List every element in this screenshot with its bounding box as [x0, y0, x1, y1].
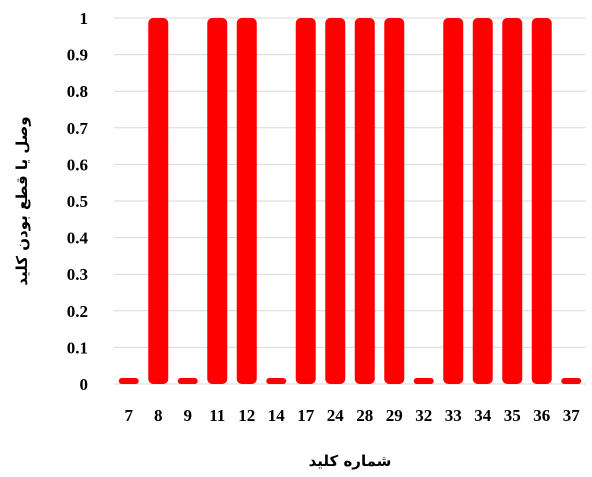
x-tick-label: 33 — [445, 406, 462, 425]
bar-32 — [413, 378, 434, 384]
bar-35 — [502, 18, 523, 384]
y-tick-label: 1 — [80, 9, 89, 28]
bar-14 — [266, 378, 287, 384]
bars — [118, 18, 582, 384]
y-axis-ticks: 0 0.1 0.2 0.3 0.4 0.5 0.6 0.7 0.8 0.9 1 — [67, 9, 89, 394]
x-tick-label: 32 — [415, 406, 432, 425]
x-axis-title: شماره کلید — [309, 452, 392, 470]
y-tick-label: 0.7 — [67, 119, 89, 138]
bar-8 — [148, 18, 169, 384]
x-tick-label: 24 — [327, 406, 345, 425]
y-tick-label: 0.4 — [67, 229, 89, 248]
bar-37 — [561, 378, 582, 384]
x-tick-label: 9 — [184, 406, 193, 425]
y-tick-label: 0.2 — [67, 302, 88, 321]
bar-17 — [295, 18, 316, 384]
y-axis-title: وصل یا قطع بودن کلید — [13, 116, 31, 285]
bar-36 — [531, 18, 552, 384]
bar-28 — [354, 18, 375, 384]
bar-7 — [118, 378, 139, 384]
y-tick-label: 0.6 — [67, 155, 88, 174]
x-tick-label: 35 — [504, 406, 521, 425]
y-tick-label: 0.3 — [67, 265, 88, 284]
bar-33 — [443, 18, 464, 384]
y-tick-label: 0.5 — [67, 192, 88, 211]
x-tick-label: 11 — [209, 406, 225, 425]
x-tick-label: 36 — [533, 406, 550, 425]
y-tick-label: 0.8 — [67, 82, 88, 101]
x-tick-label: 37 — [563, 406, 581, 425]
y-tick-label: 0.9 — [67, 46, 88, 65]
bar-12 — [236, 18, 257, 384]
x-tick-label: 12 — [238, 406, 255, 425]
y-tick-label: 0.1 — [67, 338, 88, 357]
bar-29 — [384, 18, 405, 384]
x-tick-label: 14 — [268, 406, 286, 425]
bar-24 — [325, 18, 346, 384]
x-tick-label: 17 — [297, 406, 315, 425]
y-tick-label: 0 — [80, 375, 89, 394]
x-tick-label: 8 — [154, 406, 163, 425]
x-axis-ticks: 7 8 9 11 12 14 17 24 28 29 32 33 34 35 36 37 — [125, 406, 581, 425]
x-tick-label: 29 — [386, 406, 403, 425]
bar-9 — [177, 378, 198, 384]
bar-34 — [472, 18, 493, 384]
x-tick-label: 7 — [125, 406, 134, 425]
bar-11 — [207, 18, 228, 384]
x-tick-label: 28 — [356, 406, 373, 425]
x-tick-label: 34 — [474, 406, 492, 425]
